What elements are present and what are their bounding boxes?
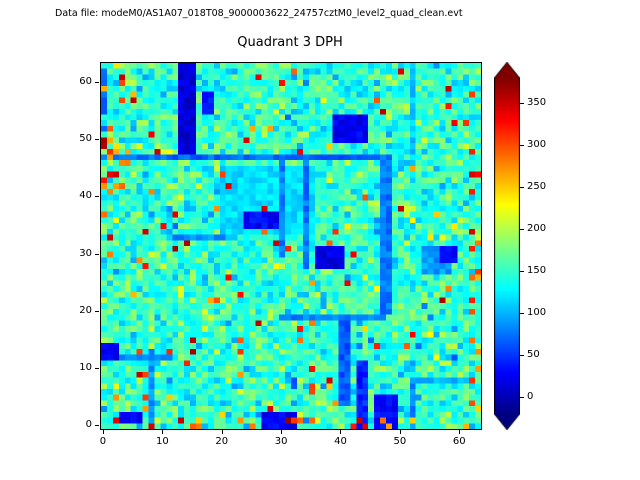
y-tick-label: 40 bbox=[79, 190, 92, 202]
colorbar-tick-label: 300 bbox=[527, 139, 547, 151]
colorbar-tick-mark bbox=[520, 313, 524, 315]
colorbar-tick-mark bbox=[520, 145, 524, 147]
x-tick-mark bbox=[162, 430, 164, 434]
x-tick-label: 50 bbox=[393, 436, 407, 447]
colorbar-tick-label: 50 bbox=[527, 349, 540, 361]
y-tick-mark bbox=[95, 310, 99, 312]
colorbar-tick-label: 200 bbox=[527, 223, 547, 235]
x-tick-mark bbox=[399, 430, 401, 434]
y-tick-label: 30 bbox=[79, 247, 92, 259]
y-tick-label: 10 bbox=[79, 361, 92, 373]
x-tick-label: 40 bbox=[334, 436, 347, 447]
colorbar-tick-label: 350 bbox=[527, 97, 547, 109]
plot-title: Quadrant 3 DPH bbox=[237, 35, 343, 50]
y-tick-mark bbox=[95, 139, 99, 141]
colorbar-tick-label: 0 bbox=[527, 391, 534, 403]
colorbar-tick-mark bbox=[520, 355, 524, 357]
plot-area bbox=[100, 62, 482, 430]
y-tick-label: 50 bbox=[79, 133, 92, 145]
x-tick-label: 60 bbox=[452, 436, 466, 447]
colorbar-tick-mark bbox=[520, 229, 524, 231]
colorbar-tick-mark bbox=[520, 103, 524, 105]
x-tick-mark bbox=[102, 430, 104, 434]
y-tick-label: 20 bbox=[79, 304, 92, 316]
x-tick-label: 10 bbox=[155, 436, 169, 447]
heatmap-image bbox=[101, 63, 481, 429]
y-tick-label: 0 bbox=[85, 419, 92, 431]
y-tick-mark bbox=[95, 367, 99, 369]
y-tick-mark bbox=[95, 196, 99, 198]
y-tick-mark bbox=[95, 253, 99, 255]
colorbar-tick-label: 100 bbox=[527, 307, 547, 319]
colorbar bbox=[494, 62, 520, 430]
x-tick-mark bbox=[281, 430, 283, 434]
y-tick-mark bbox=[95, 82, 99, 84]
data-file-label: Data file: modeM0/AS1A07_018T08_90000036… bbox=[55, 8, 463, 19]
x-tick-label: 30 bbox=[274, 436, 288, 447]
x-tick-label: 0 bbox=[99, 436, 107, 447]
y-tick-label: 60 bbox=[79, 76, 92, 88]
x-tick-mark bbox=[459, 430, 461, 434]
x-tick-mark bbox=[221, 430, 223, 434]
colorbar-tick-mark bbox=[520, 187, 524, 189]
x-tick-mark bbox=[340, 430, 342, 434]
y-tick-mark bbox=[95, 425, 99, 427]
x-tick-label: 20 bbox=[215, 436, 229, 447]
colorbar-tick-label: 150 bbox=[527, 265, 547, 277]
colorbar-tick-mark bbox=[520, 271, 524, 273]
colorbar-tick-label: 250 bbox=[527, 181, 547, 193]
colorbar-tick-mark bbox=[520, 397, 524, 399]
